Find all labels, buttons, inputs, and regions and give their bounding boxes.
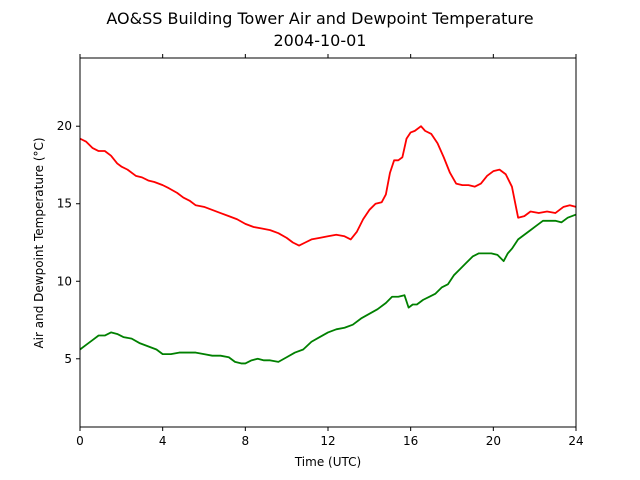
series-layer xyxy=(79,125,577,365)
air-temperature-line xyxy=(79,125,577,247)
y-tick-label: 20 xyxy=(57,119,72,133)
x-tick-label: 16 xyxy=(403,434,418,448)
x-tick-label: 0 xyxy=(76,434,84,448)
x-tick-label: 8 xyxy=(242,434,250,448)
y-tick-label: 5 xyxy=(64,352,72,366)
tick-layer: 0 4 8 12 16 20 24 5 10 15 20 xyxy=(57,54,584,448)
x-tick-label: 12 xyxy=(320,434,335,448)
x-tick-label: 20 xyxy=(486,434,501,448)
y-tick-label: 15 xyxy=(57,197,72,211)
plot-frame xyxy=(79,57,577,428)
dewpoint-temperature-line xyxy=(79,213,577,365)
y-tick-label: 10 xyxy=(57,274,72,288)
x-tick-label: 24 xyxy=(568,434,583,448)
chart-subtitle: 2004-10-01 xyxy=(274,31,367,50)
chart-title: AO&SS Building Tower Air and Dewpoint Te… xyxy=(106,9,533,28)
y-axis-label: Air and Dewpoint Temperature (°C) xyxy=(32,137,46,348)
x-axis-label: Time (UTC) xyxy=(294,455,361,469)
x-tick-label: 4 xyxy=(159,434,167,448)
